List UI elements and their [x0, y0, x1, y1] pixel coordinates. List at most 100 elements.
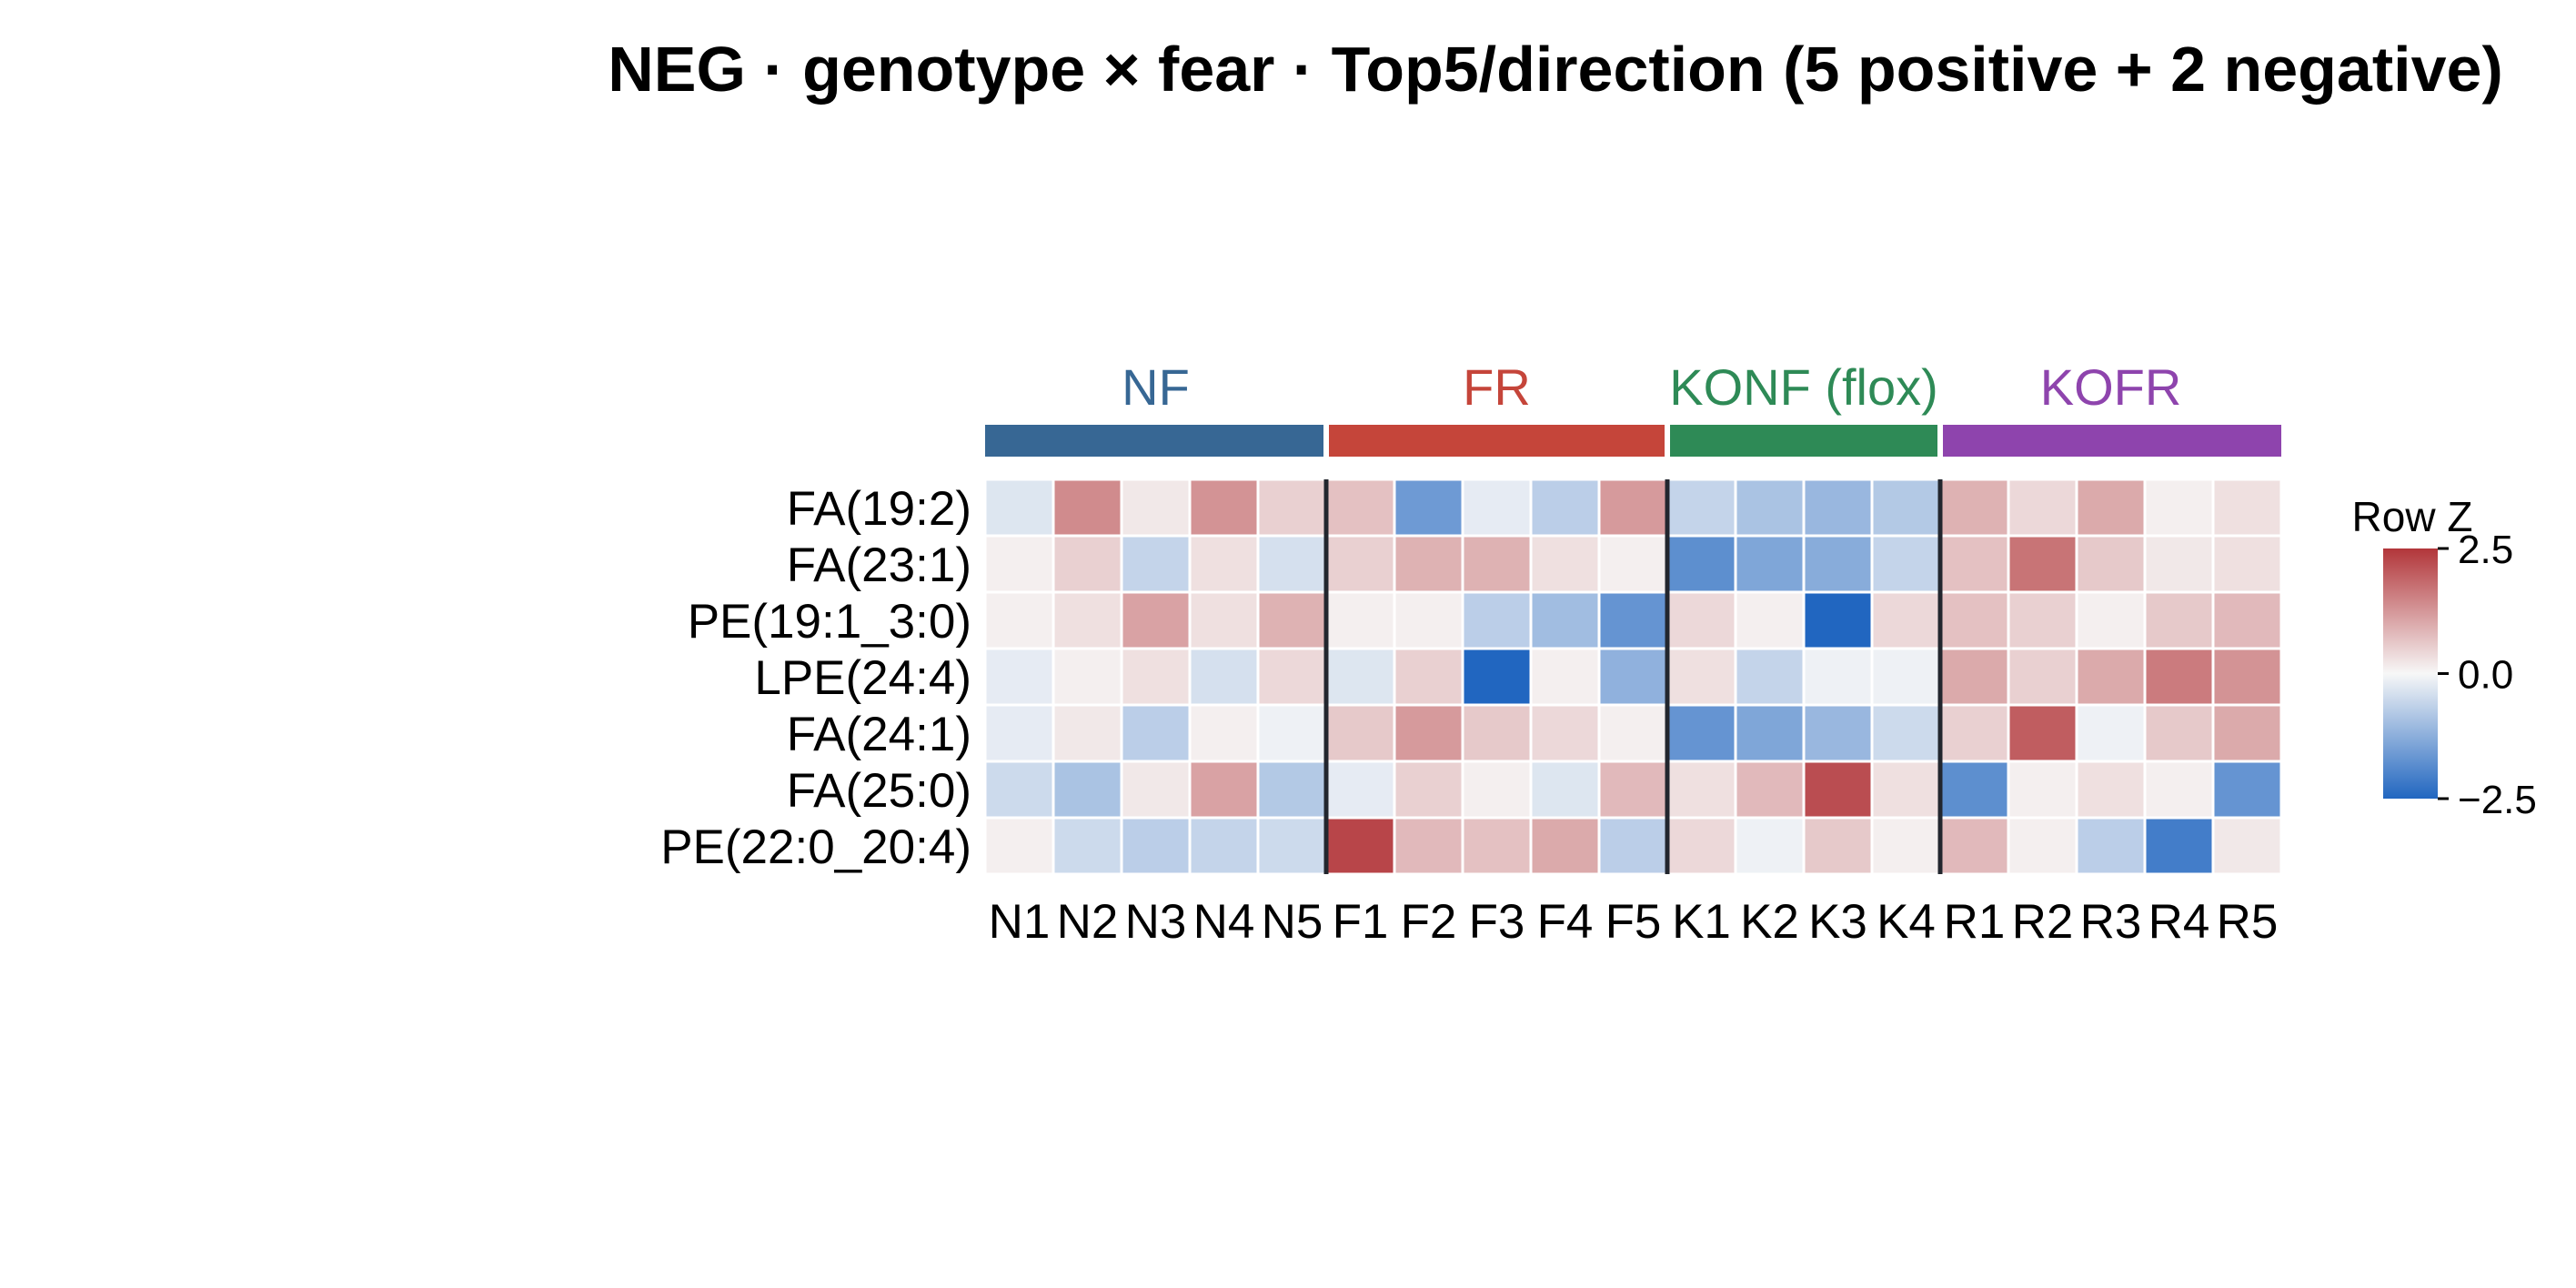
heatmap-cell	[1597, 478, 1669, 538]
heatmap-cell	[1393, 760, 1464, 820]
heatmap-cell	[1052, 816, 1123, 876]
heatmap-cell	[1052, 647, 1123, 707]
heatmap-cell	[1120, 534, 1192, 594]
heatmap-cell	[1393, 478, 1464, 538]
heatmap-cell	[1665, 647, 1737, 707]
heatmap-cell	[1802, 478, 1874, 538]
heatmap-cell	[1461, 816, 1533, 876]
heatmap-cell	[1870, 760, 1942, 820]
heatmap-cell	[1938, 534, 2010, 594]
heatmap-cell	[1188, 703, 1260, 763]
heatmap-cell	[2211, 534, 2283, 594]
row-label: LPE(24:4)	[754, 651, 971, 705]
heatmap-cell	[1665, 816, 1737, 876]
row-labels: FA(19:2)FA(23:1)PE(19:1_3:0)LPE(24:4)FA(…	[660, 482, 971, 874]
heatmap-cell	[1188, 647, 1260, 707]
row-label: PE(19:1_3:0)	[688, 595, 971, 649]
heatmap-cell	[2075, 816, 2147, 876]
heatmap-cell	[1597, 703, 1669, 763]
heatmap-cell	[2211, 590, 2283, 650]
heatmap-cell	[1052, 703, 1123, 763]
heatmap-cell	[1393, 534, 1464, 594]
heatmap-cell	[2143, 760, 2215, 820]
group-label: KOFR	[2040, 358, 2182, 416]
heatmap-cell	[1597, 760, 1669, 820]
heatmap-cell	[1393, 647, 1464, 707]
heatmap-cell	[1393, 703, 1464, 763]
heatmap-cell	[1324, 760, 1396, 820]
heatmap-cell	[1256, 590, 1328, 650]
heatmap-cell	[1052, 760, 1123, 820]
heatmap-cell	[1734, 534, 1806, 594]
legend-tick-label: −2.5	[2458, 778, 2537, 822]
heatmap-cell	[1734, 703, 1806, 763]
column-label: K2	[1740, 895, 1799, 949]
heatmap-cell	[2143, 478, 2215, 538]
heatmap-cell	[2211, 816, 2283, 876]
column-label: F5	[1605, 895, 1662, 949]
row-label: FA(24:1)	[787, 708, 971, 761]
heatmap-cell	[1529, 647, 1601, 707]
heatmap-cell	[1802, 816, 1874, 876]
heatmap-cell	[1802, 590, 1874, 650]
heatmap-cell	[1120, 760, 1192, 820]
heatmap-cell	[1120, 478, 1192, 538]
heatmap-cell	[1052, 478, 1123, 538]
heatmap-cell	[1324, 534, 1396, 594]
heatmap-cell	[1461, 760, 1533, 820]
legend-tick-label: 2.5	[2458, 528, 2513, 572]
heatmap-cell	[1120, 590, 1192, 650]
heatmap-cell	[1120, 816, 1192, 876]
heatmap-cell	[1120, 703, 1192, 763]
heatmap-cell	[1938, 478, 2010, 538]
heatmap-cell	[1324, 816, 1396, 876]
heatmap-cell	[1938, 816, 2010, 876]
row-label: PE(22:0_20:4)	[660, 820, 971, 874]
column-label: N3	[1125, 895, 1187, 949]
heatmap-cell	[1529, 534, 1601, 594]
heatmap-cell	[2075, 703, 2147, 763]
heatmap-cell	[983, 534, 1055, 594]
heatmap-cell	[1188, 760, 1260, 820]
heatmap-cell	[2007, 647, 2078, 707]
column-labels: N1 N2 N3 N4 N5 F1 F2 F3 F4 F5 K1 K2 K3 K4 R1 R2 R3 R4 R5	[989, 895, 2279, 949]
heatmap-cell	[2211, 647, 2283, 707]
column-label: K4	[1877, 895, 1936, 949]
heatmap-cell	[1256, 478, 1328, 538]
heatmap-cell	[2211, 478, 2283, 538]
heatmap-cell	[1870, 647, 1942, 707]
heatmap-cell	[1188, 816, 1260, 876]
heatmap-cells	[983, 478, 2283, 876]
column-label: F1	[1333, 895, 1389, 949]
group-label: FR	[1463, 358, 1531, 416]
heatmap-cell	[1870, 534, 1942, 594]
heatmap-cell	[983, 816, 1055, 876]
column-label: F2	[1401, 895, 1457, 949]
column-label: N2	[1057, 895, 1119, 949]
column-label: R5	[2217, 895, 2279, 949]
heatmap-cell	[1529, 703, 1601, 763]
heatmap-cell	[1802, 703, 1874, 763]
group-bar	[1670, 425, 1937, 457]
group-separators	[1323, 479, 1943, 874]
heatmap-cell	[1665, 760, 1737, 820]
heatmap-cell	[2007, 534, 2078, 594]
heatmap-cell	[1256, 760, 1328, 820]
group-bar	[985, 425, 1323, 457]
heatmap-cell	[1802, 760, 1874, 820]
heatmap-cell	[983, 478, 1055, 538]
heatmap-cell	[1938, 760, 2010, 820]
heatmap-cell	[1529, 760, 1601, 820]
legend-tick-label: 0.0	[2458, 653, 2513, 698]
heatmap-cell	[1870, 478, 1942, 538]
heatmap-cell	[1461, 590, 1533, 650]
heatmap-cell	[2075, 478, 2147, 538]
heatmap-cell	[1256, 703, 1328, 763]
heatmap-cell	[1597, 534, 1669, 594]
heatmap-cell	[2075, 647, 2147, 707]
heatmap-cell	[983, 760, 1055, 820]
heatmap-cell	[1734, 816, 1806, 876]
heatmap-cell	[1461, 478, 1533, 538]
heatmap-cell	[1256, 816, 1328, 876]
